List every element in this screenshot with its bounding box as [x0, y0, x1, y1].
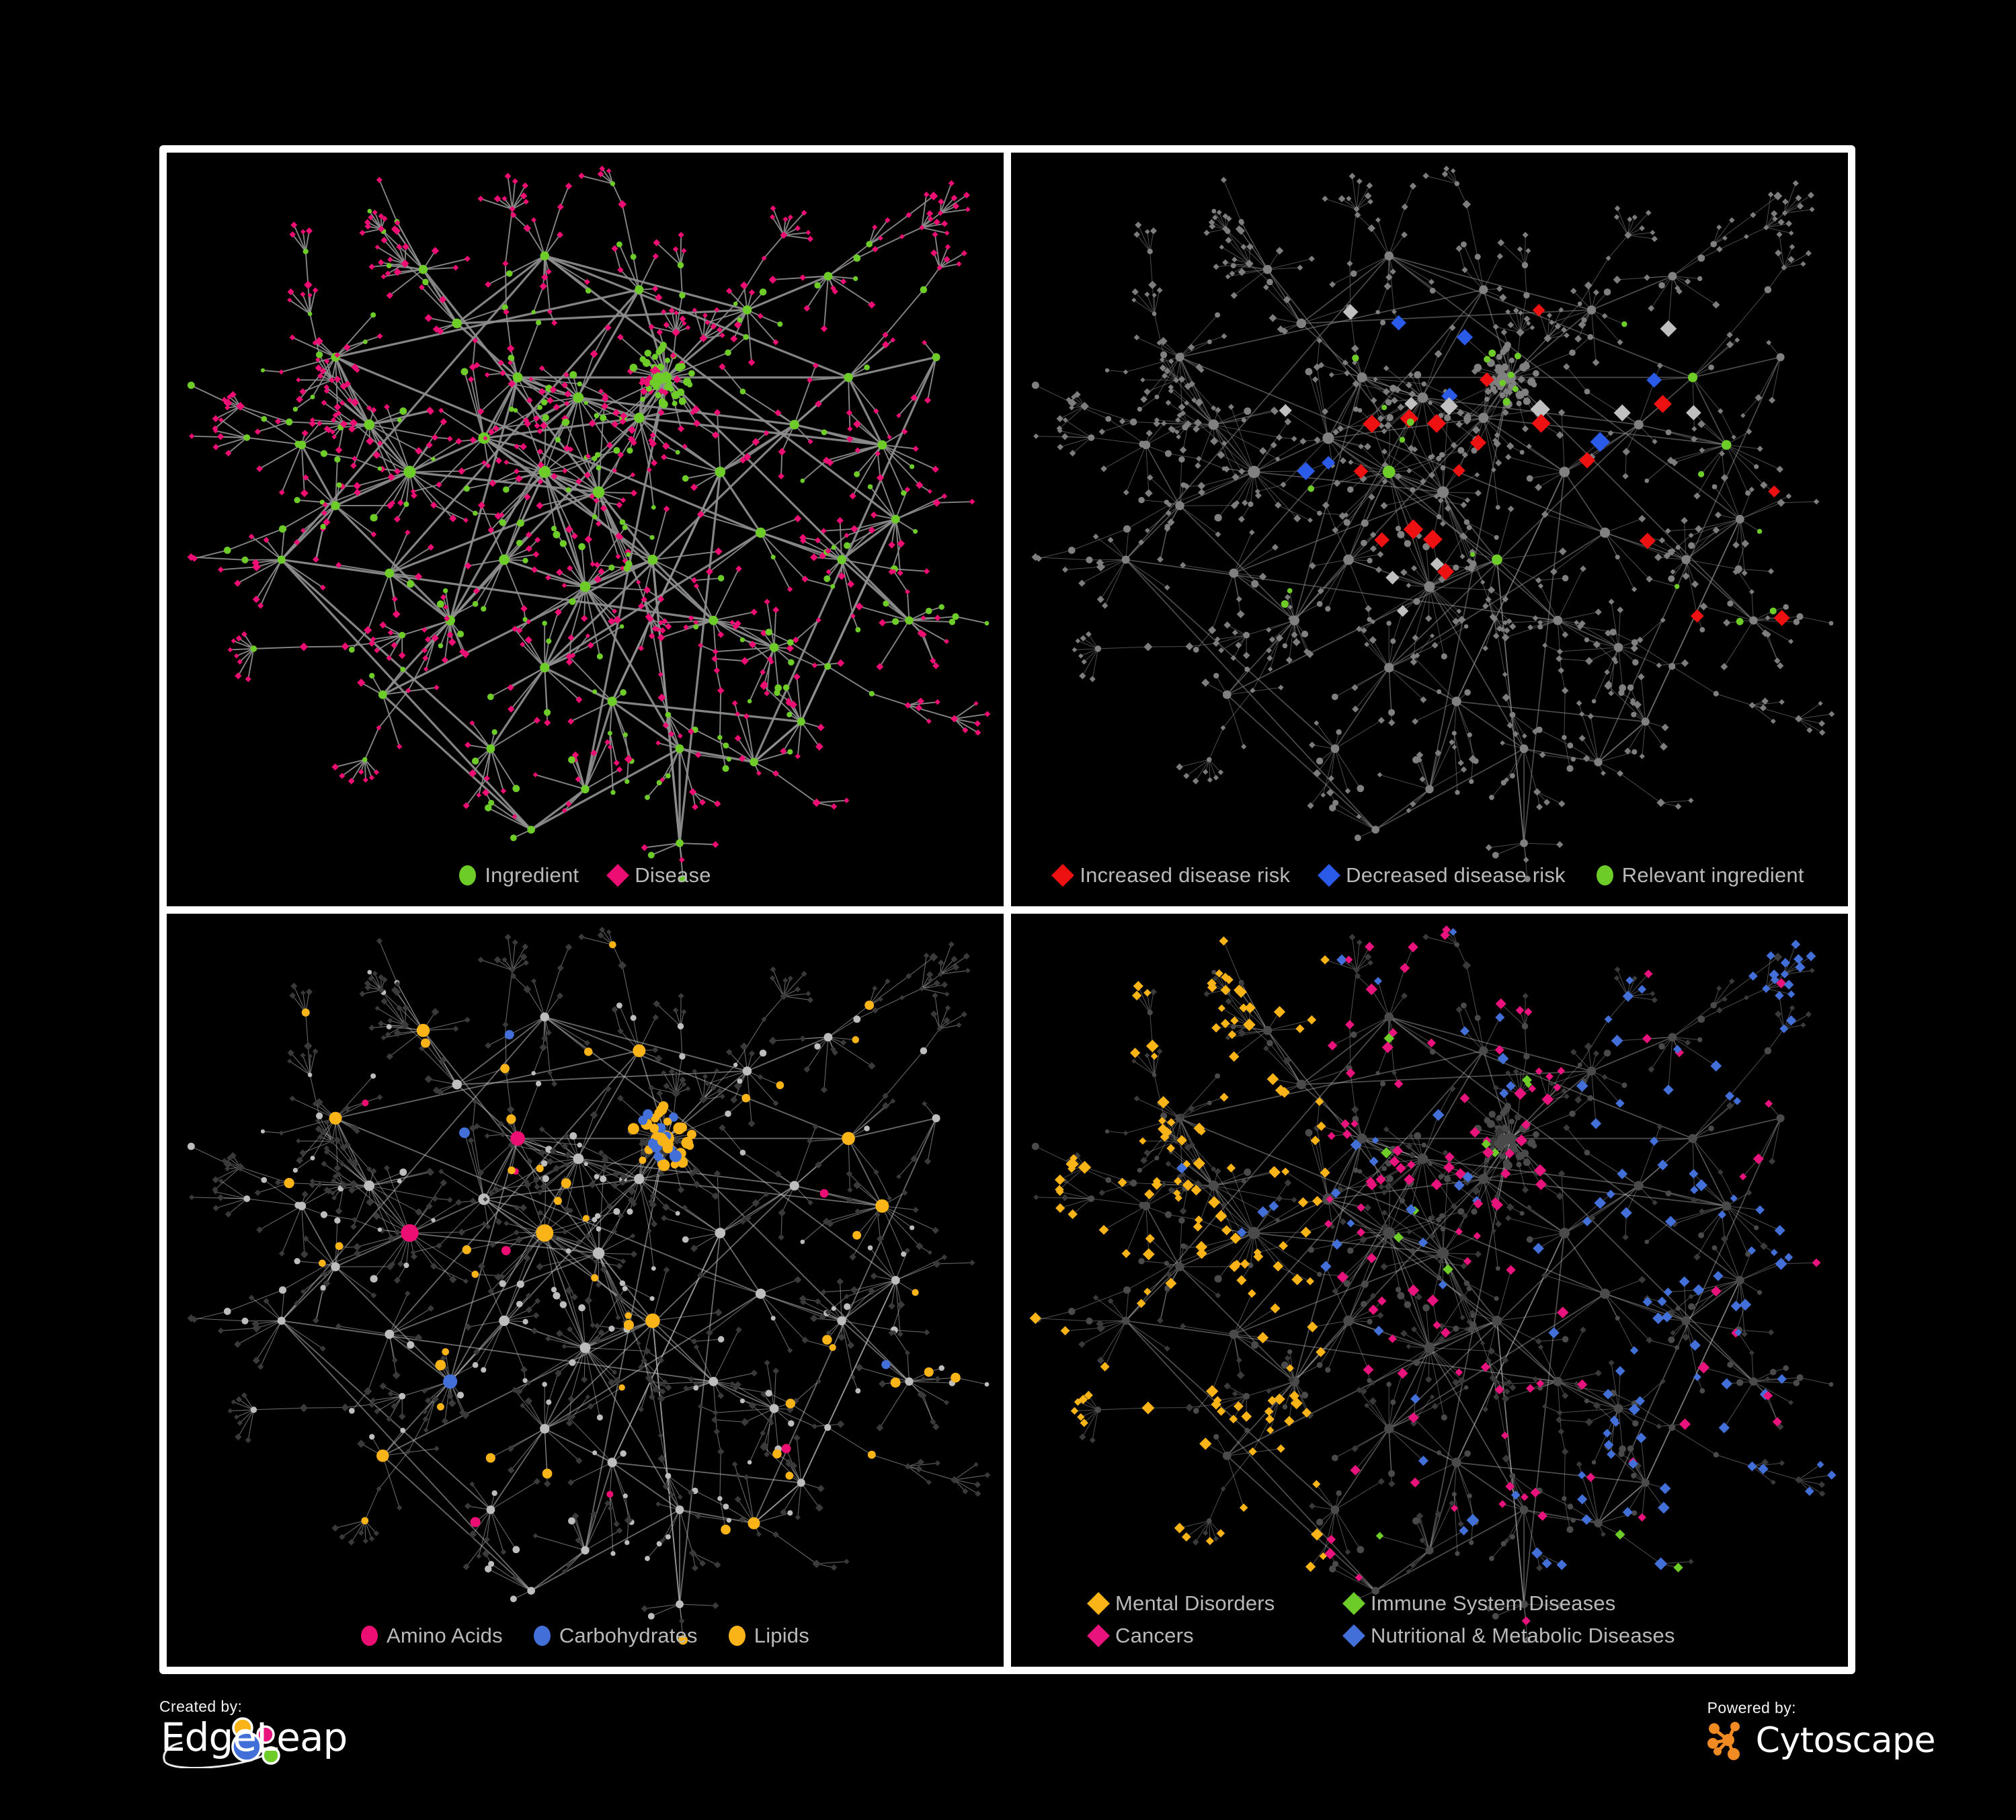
legend-panel-2: Increased disease risk Decreased disease…	[1011, 863, 1848, 887]
legend-item-lipids[interactable]: Lipids	[728, 1624, 809, 1648]
relevant-ingredient-circle-icon	[1596, 865, 1613, 885]
legend-label: Immune System Diseases	[1371, 1591, 1616, 1615]
legend-item-amino-acids[interactable]: Amino Acids	[361, 1624, 503, 1648]
legend-label: Carbohydrates	[559, 1624, 698, 1647]
edgeleap-logo: EdgeLeap	[159, 1717, 348, 1768]
legend-panel-4: Mental Disorders Immune System Diseases …	[1011, 1591, 1848, 1648]
legend-item-ingredient[interactable]: Ingredient	[459, 863, 579, 887]
legend-panel-1: Ingredient Disease	[167, 863, 1004, 887]
cytoscape-wordmark: Cytoscape	[1755, 1720, 1936, 1761]
legend-item-mental-disorders[interactable]: Mental Disorders	[1087, 1591, 1346, 1616]
network-graph-1	[187, 165, 991, 883]
panel-ingredient-disease[interactable]: Ingredient Disease	[167, 153, 1004, 906]
legend-item-disease[interactable]: Disease	[606, 863, 711, 887]
panel-disease-class[interactable]: Mental Disorders Immune System Diseases …	[1011, 913, 1848, 1667]
ingredient-circle-icon	[459, 865, 477, 885]
legend-item-increased-risk[interactable]: Increased disease risk	[1051, 863, 1291, 887]
carbohydrates-circle-icon	[533, 1626, 551, 1646]
network-canvas-3[interactable]	[167, 914, 1004, 1667]
legend-item-decreased-risk[interactable]: Decreased disease risk	[1318, 863, 1566, 887]
legend-label: Relevant ingredient	[1621, 863, 1804, 887]
legend-item-immune-system-diseases[interactable]: Immune System Diseases	[1342, 1591, 1615, 1616]
edgeleap-logo-mark	[163, 1717, 280, 1768]
network-canvas-4[interactable]	[1011, 914, 1848, 1667]
edgeleap-credit: Created by: EdgeLeap	[159, 1698, 348, 1768]
nutritional-metabolic-diamond-icon	[1342, 1624, 1365, 1647]
legend-label: Decreased disease risk	[1346, 863, 1566, 887]
legend-label: Disease	[635, 863, 711, 887]
legend-panel-3: Amino Acids Carbohydrates Lipids	[167, 1624, 1004, 1648]
legend-label: Ingredient	[485, 863, 579, 887]
cytoscape-logo-mark	[1707, 1722, 1740, 1760]
lipids-circle-icon	[728, 1626, 745, 1646]
increased-risk-diamond-icon	[1051, 863, 1075, 887]
cytoscape-credit: Powered by: Cy	[1707, 1699, 1936, 1762]
panel-grid: Ingredient Disease Increased disease ris…	[159, 145, 1855, 1674]
legend-item-carbohydrates[interactable]: Carbohydrates	[533, 1624, 698, 1648]
edgeleap-wordmark: EdgeLeap	[161, 1714, 348, 1760]
immune-system-diseases-diamond-icon	[1342, 1592, 1365, 1615]
disease-diamond-icon	[606, 863, 630, 887]
legend-item-nutritional-metabolic-diseases[interactable]: Nutritional & Metabolic Diseases	[1342, 1624, 1675, 1648]
legend-label: Amino Acids	[387, 1624, 503, 1647]
network-canvas-2[interactable]	[1011, 153, 1848, 906]
cancers-diamond-icon	[1087, 1624, 1110, 1647]
network-graph-2	[1031, 165, 1835, 883]
panel-disease-risk[interactable]: Increased disease risk Decreased disease…	[1011, 153, 1848, 906]
network-canvas-1[interactable]	[167, 153, 1004, 906]
panel-nutrient-class[interactable]: Amino Acids Carbohydrates Lipids	[167, 913, 1004, 1667]
legend-label: Mental Disorders	[1115, 1591, 1275, 1615]
mental-disorders-diamond-icon	[1087, 1592, 1110, 1615]
legend-label: Nutritional & Metabolic Diseases	[1371, 1624, 1675, 1647]
network-graph-4	[1029, 924, 1837, 1643]
legend-label: Cancers	[1115, 1624, 1194, 1647]
powered-by-label: Powered by:	[1707, 1699, 1796, 1716]
legend-label: Increased disease risk	[1080, 863, 1291, 887]
figure-footer: Created by: EdgeLeap Powered by:	[0, 1684, 2016, 1819]
decreased-risk-diamond-icon	[1318, 863, 1341, 887]
legend-item-relevant-ingredient[interactable]: Relevant ingredient	[1596, 863, 1804, 887]
network-graph-3	[187, 926, 991, 1645]
legend-label: Lipids	[754, 1624, 809, 1647]
cytoscape-logo: Cytoscape	[1707, 1720, 1936, 1762]
legend-item-cancers[interactable]: Cancers	[1087, 1624, 1346, 1648]
created-by-label: Created by:	[159, 1698, 243, 1715]
amino-acids-circle-icon	[361, 1626, 378, 1646]
